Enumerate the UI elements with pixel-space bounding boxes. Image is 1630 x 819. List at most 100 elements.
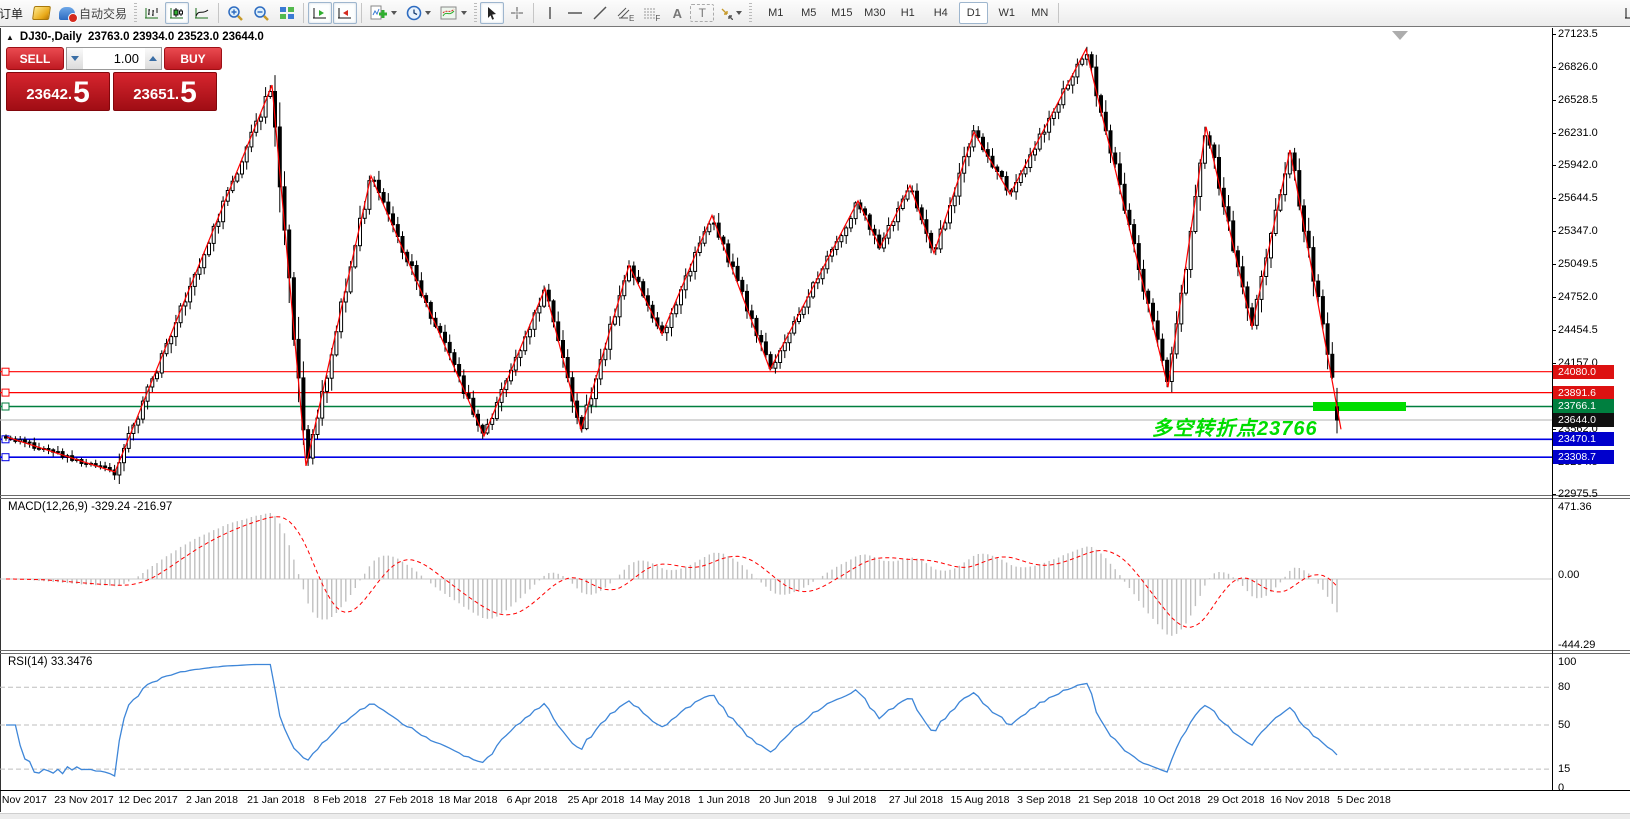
buy-price-small: 23651. (133, 86, 180, 103)
text-label-tool[interactable]: T (690, 4, 715, 22)
triangle-down-icon (71, 56, 79, 61)
axis-label: 24752.0 (1558, 291, 1598, 304)
scroll-marker-icon[interactable] (1392, 31, 1408, 40)
sell-price-small: 23642. (26, 86, 73, 103)
buy-price-box[interactable]: 23651. 5 (113, 72, 217, 111)
new-order-button[interactable]: 订单 (0, 2, 28, 24)
toolbar-separator (533, 3, 535, 23)
tab-timeframe-m5[interactable]: M5 (794, 2, 823, 24)
window-bottom-strip (0, 813, 1630, 819)
tf-label: M15 (831, 7, 853, 19)
zigzag-line (6, 47, 1342, 473)
arrows-tool[interactable] (715, 2, 746, 24)
vertical-line-tool[interactable] (538, 2, 562, 24)
date-label: 12 Dec 2017 (118, 794, 178, 806)
bar-chart-icon (145, 8, 159, 19)
volume-input[interactable] (83, 50, 145, 67)
axis-label: 0 (1558, 782, 1565, 794)
autotrading-button[interactable]: 自动交易 (55, 2, 131, 24)
main-chart-canvas[interactable] (0, 28, 1552, 495)
tab-timeframe-m30[interactable]: M30 (860, 2, 889, 24)
axis-label: 0.00 (1558, 569, 1580, 581)
fibonacci-tool[interactable]: F (639, 2, 664, 24)
hline-handle[interactable] (1, 388, 10, 397)
hline-handle[interactable] (1, 367, 10, 376)
toolbar-handle (474, 3, 478, 23)
clipped-toolbar-button[interactable] (1620, 2, 1630, 24)
crosshair-icon (511, 7, 524, 19)
text-tool[interactable]: A (665, 2, 689, 24)
macd-panel-canvas[interactable] (0, 499, 1552, 650)
collapse-triangle-icon[interactable]: ▲ (6, 32, 14, 42)
auto-scroll-button[interactable] (308, 2, 333, 24)
tile-windows-icon (280, 7, 295, 19)
date-label: 21 Jan 2018 (247, 794, 305, 806)
ohlc-values: 23763.0 23934.0 23523.0 23644.0 (87, 31, 264, 43)
panel-splitter[interactable] (0, 650, 1630, 651)
add-indicator-button[interactable] (366, 2, 401, 24)
candlestick-chart-icon (170, 8, 184, 19)
buy-button[interactable]: BUY (164, 47, 222, 70)
hline-handle[interactable] (1, 453, 10, 462)
price-tag: 24080.0 (1553, 364, 1614, 379)
axis-tick (1552, 363, 1556, 364)
axis-label: 25644.5 (1558, 192, 1598, 205)
toolbar-separator (303, 3, 305, 23)
tab-timeframe-w1[interactable]: W1 (992, 2, 1021, 24)
axis-tick (1552, 231, 1556, 232)
axis-label: 80 (1558, 681, 1571, 694)
candlestick-chart-button[interactable] (165, 2, 190, 24)
dropdown-caret (461, 11, 468, 15)
axis-tick (1552, 264, 1556, 265)
channel-sub-label: E (629, 14, 635, 23)
templates-button[interactable] (436, 2, 471, 24)
tab-timeframe-h4[interactable]: H4 (926, 2, 955, 24)
tab-timeframe-mn[interactable]: MN (1025, 2, 1054, 24)
cursor-arrow-icon (488, 7, 497, 20)
tf-label: H4 (933, 7, 948, 19)
chart-annotation-text[interactable]: 多空转折点23766 (1152, 418, 1318, 440)
triangle-up-icon (149, 56, 157, 61)
date-label: 5 Dec 2018 (1337, 794, 1391, 806)
date-label: 21 Sep 2018 (1078, 794, 1138, 806)
tile-windows-button[interactable] (275, 2, 299, 24)
zoom-in-button[interactable] (223, 2, 248, 24)
bar-chart-button[interactable] (140, 2, 164, 24)
equidistant-channel-tool[interactable]: E (613, 2, 638, 24)
date-label: 9 Jul 2018 (827, 794, 877, 806)
tab-timeframe-d1[interactable]: D1 (959, 2, 989, 24)
history-box-icon[interactable] (29, 2, 54, 24)
tab-timeframe-h1[interactable]: H1 (893, 2, 922, 24)
highlight-bar[interactable] (1313, 402, 1406, 411)
periods-button[interactable] (402, 2, 435, 24)
axis-label: 50 (1558, 719, 1571, 731)
hline-handle[interactable] (1, 402, 10, 411)
zoom-out-button[interactable] (249, 2, 274, 24)
sell-button[interactable]: SELL (6, 47, 64, 70)
horizontal-line-tool[interactable] (563, 2, 587, 24)
template-icon (440, 6, 457, 20)
sell-price-box[interactable]: 23642. 5 (6, 72, 110, 111)
dropdown-caret (736, 11, 743, 15)
date-label: 27 Feb 2018 (374, 794, 434, 806)
cursor-tool-button[interactable] (480, 2, 505, 24)
tab-timeframe-m1[interactable]: M1 (761, 2, 790, 24)
rsi-panel-canvas[interactable] (0, 654, 1552, 790)
crosshair-tool-button[interactable] (505, 2, 529, 24)
sell-price-big-digit: 5 (73, 76, 90, 109)
toolbar-separator (1058, 3, 1060, 23)
date-label: 3 Sep 2018 (1017, 794, 1071, 806)
volume-decrease-button[interactable] (67, 48, 83, 69)
date-label: 25 Apr 2018 (567, 794, 625, 806)
line-chart-button[interactable] (190, 2, 214, 24)
tf-label: D1 (966, 7, 981, 19)
rsi-label: RSI(14) 33.3476 (8, 656, 93, 668)
chart-shift-button[interactable] (333, 2, 358, 24)
price-tag: 23766.1 (1553, 399, 1614, 414)
axis-tick (1552, 198, 1556, 199)
panel-splitter[interactable] (0, 495, 1630, 496)
trendline-tool[interactable] (588, 2, 612, 24)
date-label: 1 Jun 2018 (698, 794, 750, 806)
volume-increase-button[interactable] (145, 48, 161, 69)
tab-timeframe-m15[interactable]: M15 (827, 2, 856, 24)
